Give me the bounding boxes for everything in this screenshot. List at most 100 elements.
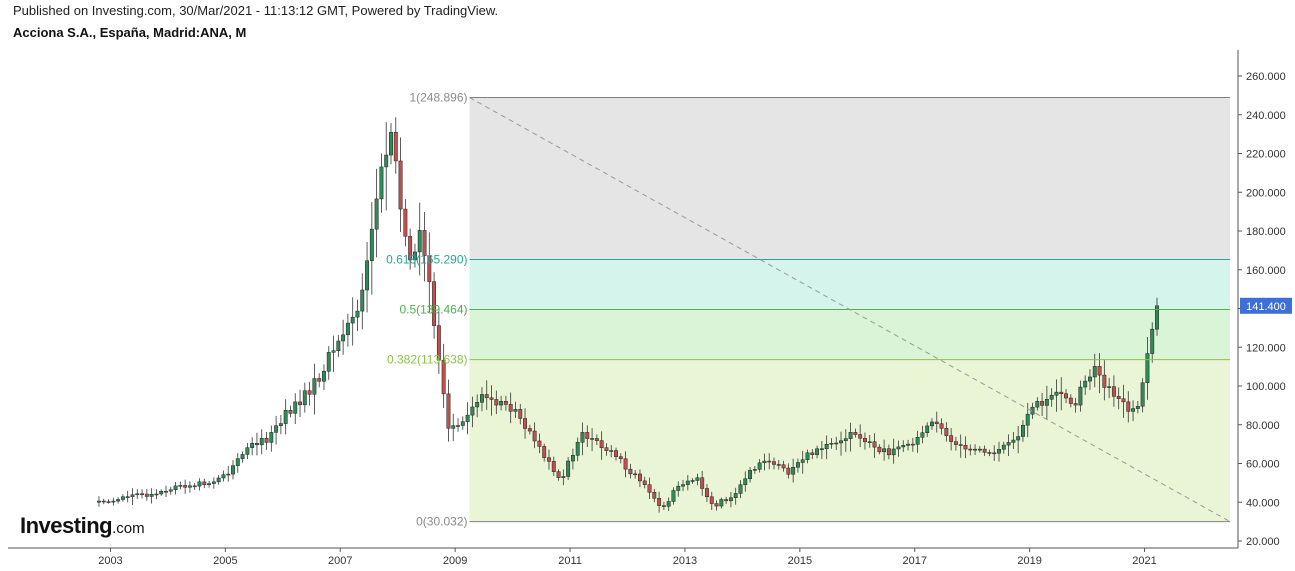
investing-logo[interactable]: Investing.com [20,513,145,538]
candle-body [896,446,901,450]
candle-body [460,421,465,426]
candle-body [925,425,930,433]
candle-body [331,350,336,353]
candle-body [494,399,499,406]
candle-body [1025,413,1030,426]
candle-body [685,480,690,485]
candle-body [575,442,580,456]
candle-body [470,406,475,416]
candle-body [149,493,154,497]
candle-body [298,401,302,406]
candle-body [795,462,800,468]
candle-body [274,425,279,433]
candle-body [1083,380,1088,388]
x-tick-label: 2017 [903,555,927,567]
candle-body [609,450,614,452]
x-tick-label: 2015 [788,555,812,567]
candle-body [580,432,585,443]
candle-body [800,459,805,463]
candle-body [566,460,571,477]
axes: 20.000 40.000 60.000 80.000 100.000 120.000 14… [8,50,1292,567]
candle-body [1044,399,1049,406]
candle-body [604,447,609,451]
candle-body [724,499,729,502]
candle-body [1116,396,1121,400]
candle-body [819,448,824,450]
candle-body [384,154,389,168]
candle-body [259,437,264,446]
candle-body [637,473,642,482]
candle-body [992,452,997,455]
candle-body [427,255,432,282]
candle-body [599,440,604,448]
y-tick-label: 120.000 [1246,342,1286,354]
candle-body [858,434,863,439]
candle-body [628,468,633,475]
candle-body [1131,408,1136,412]
candle-body [776,464,781,466]
candle-body [772,461,776,465]
x-tick-label: 2019 [1017,555,1041,567]
candle-body [503,401,508,405]
candle-body [159,490,164,495]
candle-body [1097,366,1102,376]
candle-body [939,423,944,429]
candle-body [743,478,748,486]
candle-body [278,423,283,426]
candle-body [1155,305,1159,330]
candle-body [1102,374,1107,388]
candle-body [666,501,671,507]
candle-body [633,473,638,476]
candle-body [302,390,307,406]
candle-body [642,480,647,485]
candle-body [527,428,532,432]
candle-body [154,493,159,496]
y-tick-label: 200.000 [1246,187,1286,199]
candle-body [350,316,355,324]
candle-body [101,500,106,503]
fib-band-0.618 [469,259,1230,310]
candle-body [288,410,293,414]
candle-body [556,471,561,478]
candle-body [475,402,480,408]
candle-body [140,493,144,496]
candle-body [446,393,451,429]
candle-body [393,132,398,162]
candle-body [283,410,288,424]
candle-body [973,448,978,451]
candle-body [570,455,575,462]
candle-body [216,477,221,483]
candle-body [953,441,958,445]
candle-body [436,325,441,361]
candle-body [810,452,815,455]
candle-body [341,334,346,342]
candle-body [518,409,523,419]
candle-body [1126,401,1131,412]
candle-body [293,401,298,414]
candle-body [398,160,403,210]
candle-body [1078,386,1083,406]
candle-body [432,281,437,326]
candle-body [408,236,413,261]
candle-body [1111,386,1116,397]
candle-body [269,432,274,443]
candles [97,117,1159,513]
candle-body [920,432,925,438]
candle-body [144,493,149,497]
candle-body [547,457,551,462]
candle-body [465,414,470,422]
candle-body [207,483,212,485]
last-price-label: 141.400 [1246,301,1286,313]
candle-body [829,442,834,445]
candle-body [211,481,216,484]
fib-label-1: 1(248.896) [409,91,467,105]
candle-body [508,404,513,412]
candle-body [532,430,537,442]
candle-body [891,448,896,456]
candle-body [791,467,796,475]
candle-body [886,448,891,456]
candle-body [322,371,326,382]
candle-body [705,488,709,498]
candle-body [1135,406,1140,409]
